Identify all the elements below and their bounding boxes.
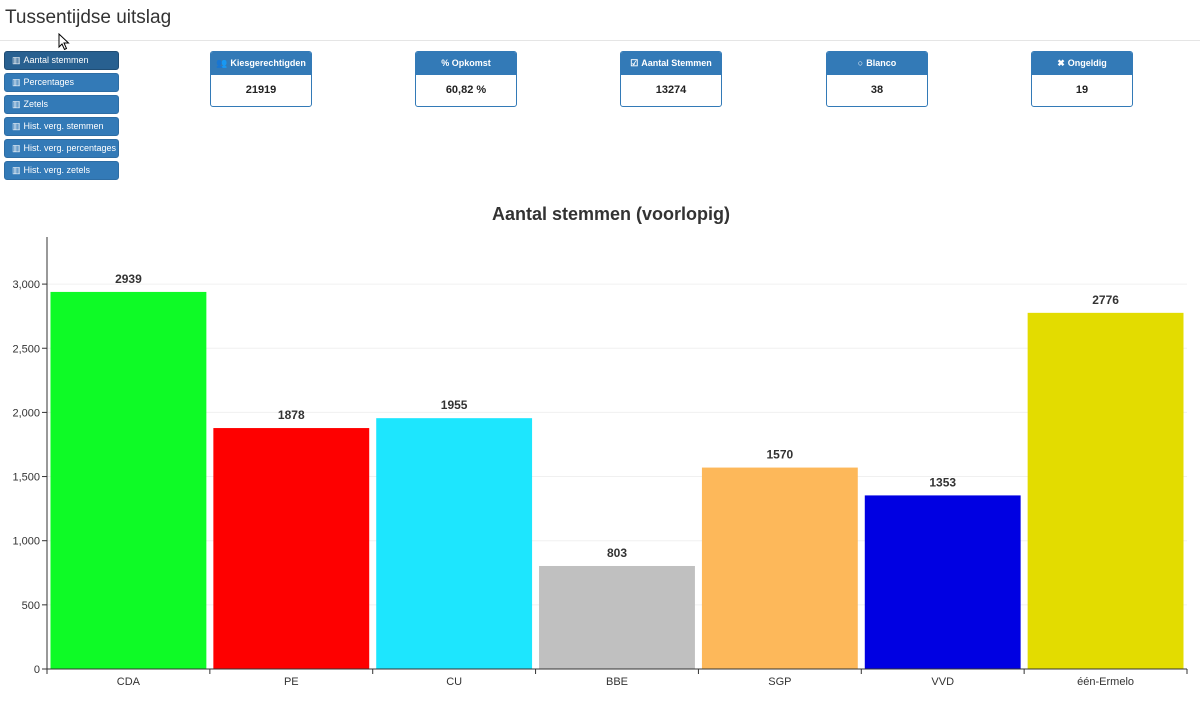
data-label: 1353	[929, 475, 956, 489]
page-title: Tussentijdse uitslag	[5, 7, 172, 28]
chart-bars: 2939 1878 1955 803 1570 1353 2776	[50, 272, 1184, 669]
data-label: 803	[607, 546, 627, 560]
x-tick-label: PE	[284, 676, 299, 688]
y-tick-label: 0	[34, 664, 40, 676]
users-icon: 👥	[216, 58, 228, 68]
nav-percentages-button[interactable]: ▥ Percentages	[4, 73, 119, 92]
stat-aantal-stemmen: ☑ Aantal Stemmen 13274	[620, 51, 722, 107]
stat-value: 60,82 %	[445, 84, 487, 96]
circle-icon: ○	[857, 58, 864, 68]
y-tick-label: 1,000	[12, 536, 40, 548]
bar-chart-icon: ▥	[12, 121, 21, 131]
data-label: 1570	[767, 448, 794, 462]
nav-hist-verg-percentages-button[interactable]: ▥ Hist. verg. percentages	[4, 139, 119, 158]
y-tick-label: 2,000	[12, 407, 40, 419]
stat-label: Kiesgerechtigden	[230, 58, 306, 68]
stat-value: 19	[1075, 84, 1089, 96]
chart-axes: 0 500 1,000 1,500 2,000 2,500 3,000 CDA PE CU BBE S…	[12, 237, 1188, 688]
close-icon: ✖	[1057, 58, 1065, 68]
stat-blanco: ○ Blanco 38	[826, 51, 928, 107]
x-tick-label: CU	[446, 676, 462, 688]
bar-chart: Aantal stemmen (voorlopig) 2939 1878 1955 8…	[12, 204, 1188, 688]
stat-value: 21919	[245, 84, 277, 96]
top-bar: Tussentijdse uitslag	[0, 0, 1200, 51]
data-label: 2776	[1092, 293, 1119, 307]
nav-zetels-button[interactable]: ▥ Zetels	[4, 95, 119, 114]
bar-bbe	[539, 565, 695, 669]
chart-title: Aantal stemmen (voorlopig)	[492, 204, 730, 224]
stat-opkomst: % Opkomst 60,82 %	[415, 51, 517, 107]
stat-label: % Opkomst	[441, 58, 491, 68]
stat-ongeldig: ✖ Ongeldig 19	[1031, 51, 1133, 107]
stat-label: Ongeldig	[1067, 58, 1107, 68]
stat-label: Blanco	[866, 58, 897, 68]
bar-sgp	[701, 467, 858, 669]
bar-pe	[213, 428, 370, 669]
bar-cu	[376, 418, 533, 669]
y-tick-label: 2,500	[12, 343, 40, 355]
nav-hist-verg-stemmen-button[interactable]: ▥ Hist. verg. stemmen	[4, 117, 119, 136]
bar-chart-icon: ▥	[12, 55, 21, 65]
y-tick-label: 500	[22, 600, 40, 612]
y-tick-label: 3,000	[12, 279, 40, 291]
bar-vvd	[864, 495, 1021, 669]
stat-label: Aantal Stemmen	[641, 58, 712, 68]
stat-kiesgerechtigden: 👥 Kiesgerechtigden 21919	[210, 51, 312, 107]
bar-chart-icon: ▥	[12, 165, 21, 175]
data-label: 2939	[115, 272, 142, 286]
nav-hist-verg-zetels-button[interactable]: ▥ Hist. verg. zetels	[4, 161, 119, 180]
stat-value: 13274	[655, 84, 687, 96]
nav-aantal-stemmen-button[interactable]: ▥ Aantal stemmen	[4, 51, 119, 70]
data-label: 1878	[278, 408, 305, 422]
bar-één-ermelo	[1027, 312, 1184, 669]
bar-cda	[50, 291, 207, 669]
x-tick-label: BBE	[606, 676, 628, 688]
bar-chart-icon: ▥	[12, 143, 21, 153]
data-label: 1955	[441, 398, 468, 412]
x-tick-label: VVD	[931, 676, 954, 688]
chart-view-nav: ▥ Aantal stemmen ▥ Percentages ▥ Zetels ▥ Hi…	[4, 51, 119, 183]
x-tick-label: SGP	[768, 676, 791, 688]
mouse-cursor-icon	[58, 33, 70, 51]
bar-chart-icon: ▥	[12, 99, 21, 109]
checkbox-icon: ☑	[630, 58, 639, 68]
bar-chart-icon: ▥	[12, 77, 21, 87]
x-tick-label: CDA	[117, 676, 141, 688]
x-tick-label: één-Ermelo	[1077, 676, 1134, 688]
stat-value: 38	[870, 84, 884, 96]
y-tick-label: 1,500	[12, 472, 40, 484]
